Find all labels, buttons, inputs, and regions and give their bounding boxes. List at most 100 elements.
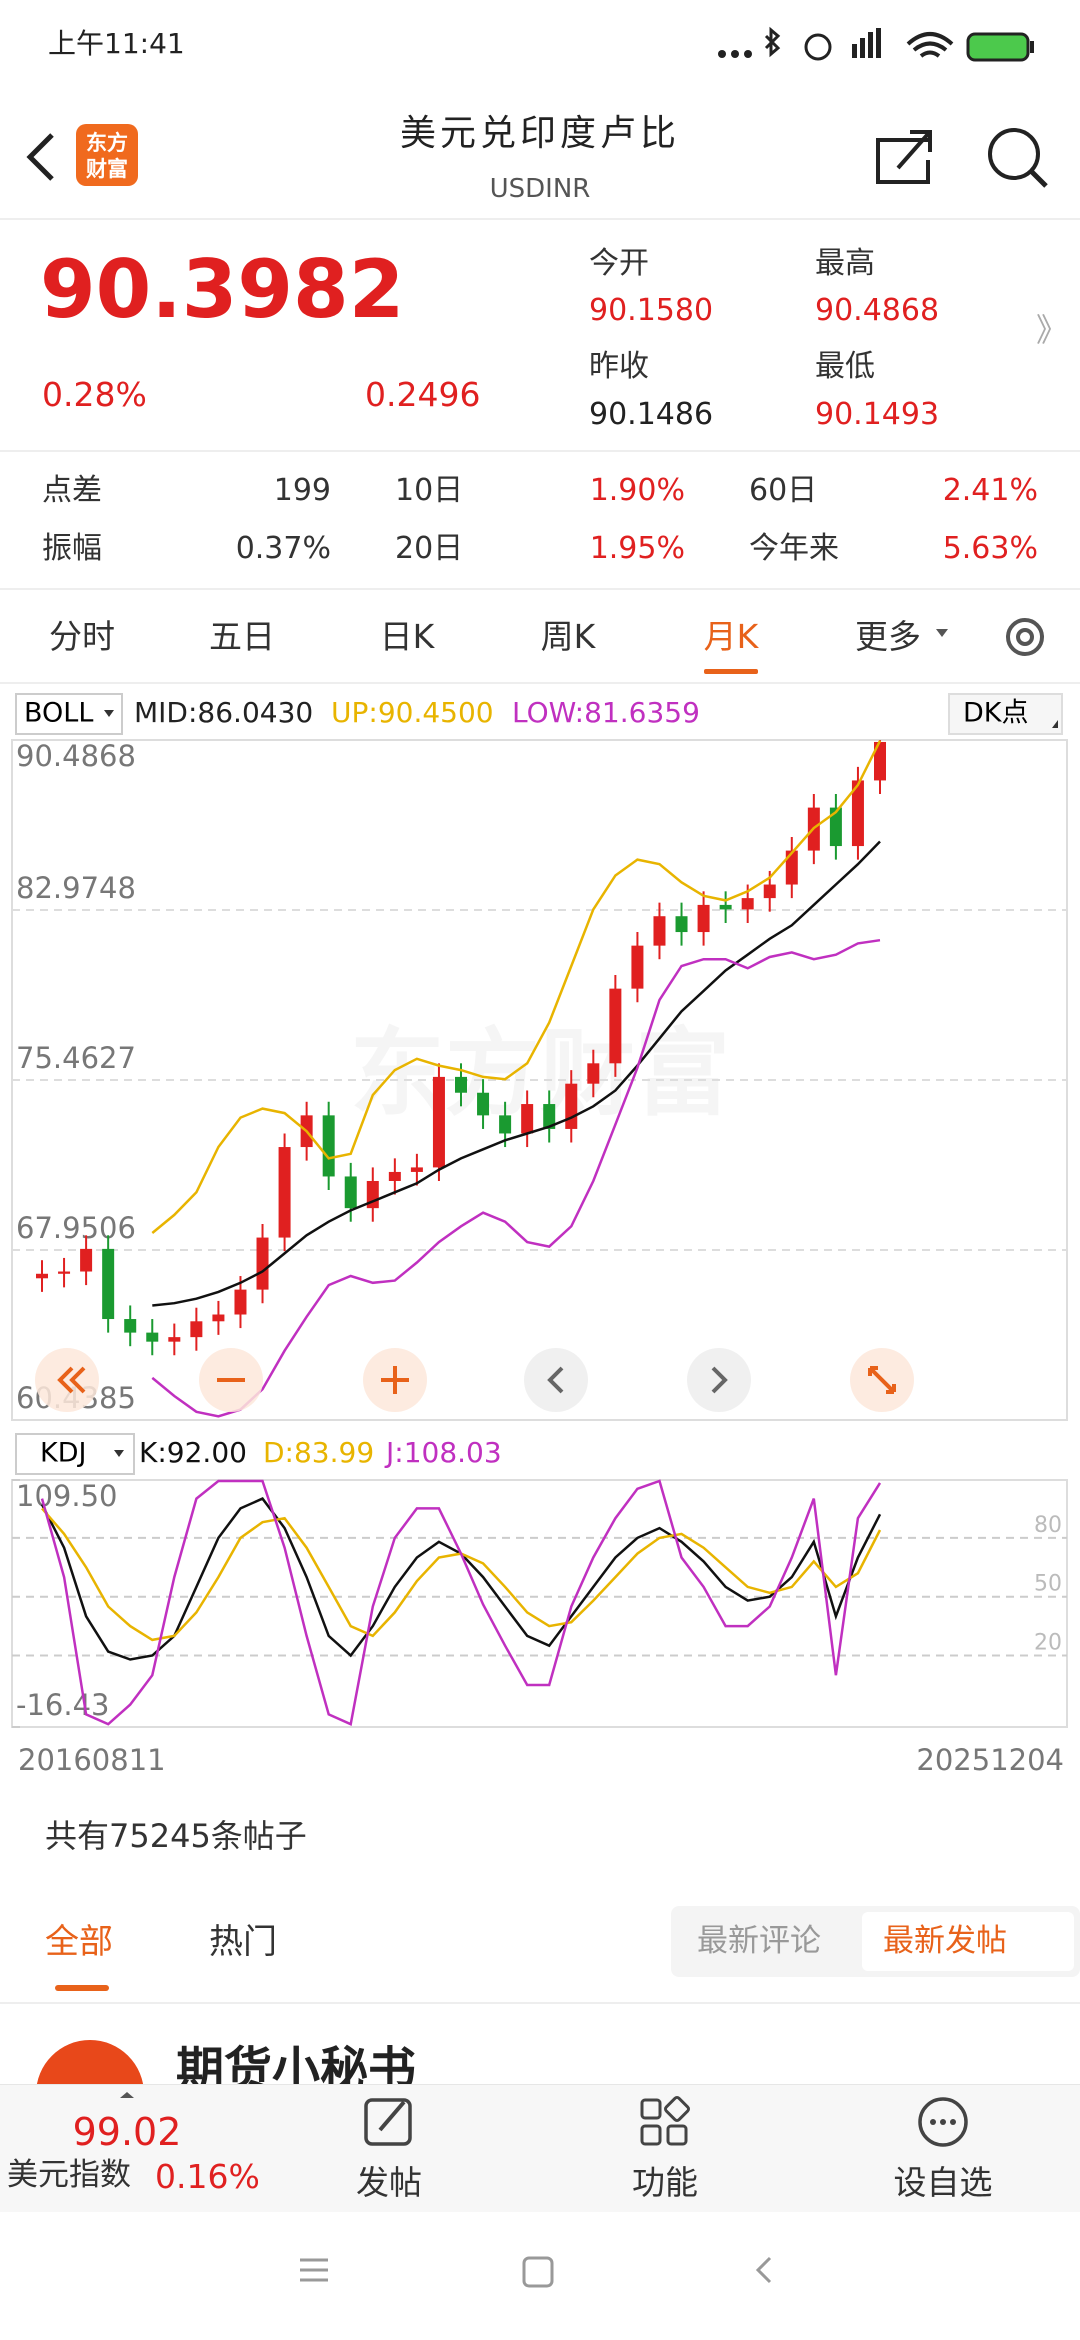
candle-body — [124, 1319, 137, 1333]
candle-body — [80, 1248, 93, 1272]
candle-body — [851, 780, 864, 847]
action-label[interactable]: 设自选 — [893, 2163, 993, 2202]
prev-close-label: 昨收 — [589, 349, 649, 384]
search-button[interactable] — [988, 128, 1048, 188]
stat-label: 今年来 — [749, 531, 839, 566]
sort-option[interactable]: 最新评论 — [697, 1923, 821, 1959]
candle-body — [675, 916, 688, 933]
watchlist-button[interactable] — [918, 2097, 968, 2147]
candle-body — [499, 1115, 512, 1134]
candle-body — [543, 1104, 556, 1129]
posts-tab[interactable]: 热门 — [209, 1922, 277, 1962]
candle-body — [168, 1337, 181, 1342]
high-label: 最高 — [815, 246, 875, 281]
change-pct: 0.28% — [42, 375, 147, 414]
indicator-menu-text: BOLL — [24, 698, 93, 729]
sort-option[interactable]: 最新发帖 — [883, 1923, 1007, 1959]
index-name[interactable]: 美元指数 — [7, 2157, 131, 2193]
header-icons: 东方 财富 — [26, 124, 1048, 188]
stat-value: 5.63% — [942, 531, 1038, 566]
high-value: 90.4868 — [815, 293, 940, 328]
reference-label: 80 — [1034, 1513, 1062, 1538]
period-tab[interactable]: 日K — [379, 617, 435, 656]
candle-body — [256, 1237, 269, 1290]
candle-body — [432, 1076, 445, 1168]
candle-body — [410, 1167, 423, 1172]
candle-body — [653, 916, 666, 946]
dk-button[interactable] — [948, 693, 1063, 735]
kdj-frame — [11, 1479, 1068, 1728]
indicator-menu[interactable] — [15, 693, 123, 735]
candle-body — [609, 988, 622, 1064]
stat-label: 振幅 — [42, 531, 102, 566]
indicator-readout: MID:86.0430 — [134, 696, 313, 729]
scroll-right[interactable] — [687, 1348, 751, 1412]
share-button[interactable] — [876, 130, 932, 184]
candle-body — [521, 1104, 534, 1134]
period-tab[interactable]: 五日 — [209, 617, 275, 656]
status-time: 上午11:41 — [48, 27, 185, 60]
candle-body — [322, 1115, 335, 1177]
y-tick-label: 67.9506 — [16, 1211, 136, 1245]
more-arrow[interactable]: 》 — [1036, 311, 1069, 349]
candle-body — [102, 1248, 115, 1320]
action-label[interactable]: 发帖 — [356, 2163, 422, 2202]
y-tick-label: 90.4868 — [16, 739, 136, 773]
nav-home[interactable] — [522, 2256, 554, 2288]
boll-line — [151, 938, 881, 1418]
kline-chart: BOLL DK点 东方财富 KDJ 90.486882.974875.46276… — [11, 693, 1068, 1777]
back-button[interactable] — [26, 133, 54, 181]
tab-icons — [704, 618, 1044, 674]
period-tab[interactable]: 月K — [703, 617, 759, 656]
stat-label: 10日 — [395, 473, 464, 508]
dk-button-text: DK点 — [963, 698, 1029, 729]
x-end-label: 20251204 — [916, 1743, 1064, 1777]
posts-tab[interactable]: 全部 — [45, 1922, 113, 1962]
y-tick-label: 82.9748 — [16, 871, 136, 905]
indicator-readout: UP:90.4500 — [331, 696, 494, 729]
nav-bar — [300, 2256, 772, 2288]
scroll-left-fast[interactable] — [35, 1348, 99, 1412]
indicator-readout: LOW:81.6359 — [512, 696, 700, 729]
post-button[interactable] — [364, 2098, 412, 2146]
stat-label: 点差 — [42, 473, 102, 508]
sub-indicator-menu-text: KDJ — [40, 1438, 86, 1469]
stat-value: 199 — [273, 473, 331, 508]
page-subtitle: USDINR — [489, 174, 591, 204]
period-tab[interactable]: 分时 — [49, 617, 115, 656]
candle-body — [587, 1063, 600, 1084]
fullscreen[interactable] — [850, 1348, 914, 1412]
nav-back[interactable] — [755, 2256, 772, 2284]
y-tick-label: 109.50 — [16, 1479, 117, 1513]
sub-indicator-menu[interactable] — [15, 1433, 135, 1475]
boll-line — [152, 840, 881, 1307]
posts-tab-indicator — [55, 1985, 109, 1991]
sort-selected-bg — [862, 1912, 1074, 1971]
change: 0.2496 — [365, 375, 481, 414]
x-start-label: 20160811 — [18, 1743, 166, 1777]
reference-label: 50 — [1034, 1572, 1062, 1597]
nav-menu[interactable] — [300, 2258, 328, 2282]
logo — [76, 124, 138, 186]
y-tick-label: 75.4627 — [16, 1041, 136, 1075]
indicator-readout: K:92.00 — [139, 1436, 247, 1469]
period-tab[interactable]: 周K — [540, 617, 596, 656]
action-label[interactable]: 功能 — [632, 2163, 698, 2202]
period-tab[interactable]: 更多 — [855, 617, 921, 656]
zoom-in[interactable] — [363, 1348, 427, 1412]
functions-button[interactable] — [640, 2096, 690, 2146]
last-price: 90.3982 — [40, 243, 405, 336]
candle-body — [36, 1273, 48, 1279]
divider — [0, 588, 1080, 590]
settings-button[interactable] — [1006, 618, 1044, 656]
candle-body — [785, 850, 798, 885]
zoom-out[interactable] — [199, 1348, 263, 1412]
candle-body — [58, 1271, 71, 1274]
candle-body — [741, 898, 754, 910]
scroll-left[interactable] — [524, 1348, 588, 1412]
candle-body — [631, 945, 644, 989]
low-label: 最低 — [815, 349, 875, 384]
open-label: 今开 — [589, 246, 649, 281]
